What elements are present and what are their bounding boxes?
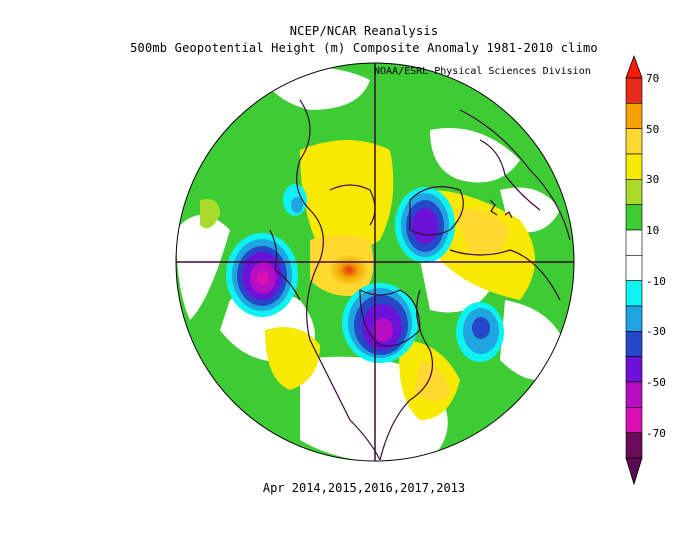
colorbar-tick-label: -10	[646, 274, 666, 288]
colorbar-swatch	[625, 305, 643, 332]
negative-anomaly-eurasia	[395, 187, 455, 263]
colorbar-tick-label: 30	[646, 173, 660, 187]
chart-title-line2: 500mb Geopotential Height (m) Composite …	[130, 41, 598, 55]
colorbar-tick-label: 70	[646, 72, 660, 85]
colorbar-swatch	[625, 255, 643, 281]
colorbar-top-arrow	[625, 54, 643, 79]
negative-anomaly-canada	[342, 283, 418, 363]
strong-positive-anomaly	[329, 254, 369, 286]
colorbar-swatch	[625, 77, 643, 104]
colorbar	[625, 54, 643, 486]
colorbar-tick-label: 10	[646, 224, 660, 237]
colorbar-swatch	[625, 381, 643, 408]
colorbar-swatch	[625, 153, 643, 180]
negative-anomaly-pacific	[226, 233, 298, 317]
credit-label: NOAA/ESRL Physical Sciences Division	[374, 66, 591, 77]
colorbar-swatch	[625, 331, 643, 357]
colorbar-swatch	[625, 407, 643, 433]
negative-anomaly-atlantic	[456, 302, 504, 362]
colorbar-bottom-arrow	[625, 457, 643, 486]
colorbar-tick-label: -30	[646, 325, 666, 339]
colorbar-swatch	[625, 229, 643, 256]
colorbar-swatch	[625, 432, 643, 459]
colorbar-swatch	[625, 356, 643, 383]
colorbar-tick-label: -70	[646, 426, 666, 440]
coastlines	[269, 99, 571, 461]
colorbar-swatch	[625, 179, 643, 205]
chart-title-line1: NCEP/NCAR Reanalysis	[289, 24, 439, 38]
colorbar-swatch	[625, 103, 643, 129]
colorbar-tick-label: 50	[646, 122, 660, 136]
colorbar-swatch	[625, 204, 643, 231]
footer-date-label: Apr 2014,2015,2016,2017,2013	[262, 481, 466, 495]
colorbar-swatch	[625, 128, 643, 155]
colorbar-tick-label: -50	[646, 376, 666, 389]
colorbar-swatch	[625, 280, 643, 307]
